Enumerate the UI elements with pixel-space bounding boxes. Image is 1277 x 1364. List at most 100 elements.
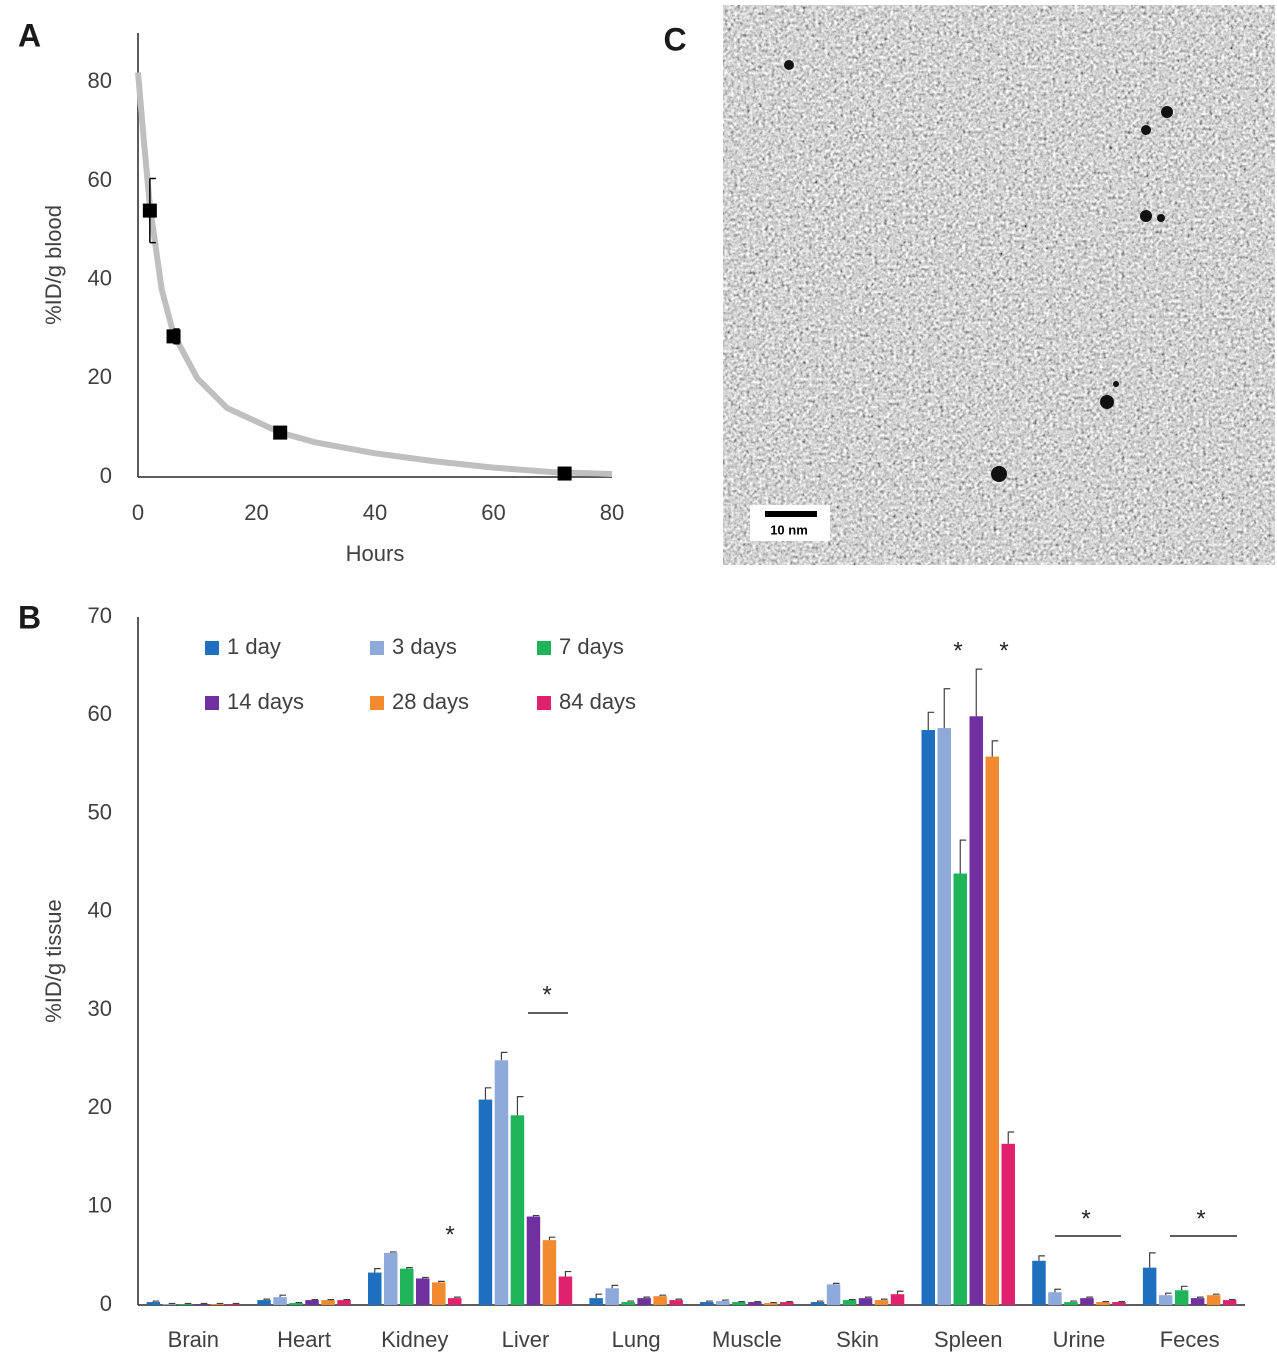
error-bar: [896, 1290, 904, 1295]
bar: [210, 1304, 225, 1305]
error-bar: [722, 1299, 729, 1302]
bar: [432, 1282, 446, 1305]
image-panel: 10 nm C: [663, 5, 1275, 565]
error-bar: [975, 668, 983, 717]
y-tick-label: 50: [88, 799, 112, 824]
y-tick-label: 10: [88, 1193, 112, 1218]
error-bar: [484, 1087, 492, 1100]
error-bar: [1197, 1296, 1204, 1299]
error-bar: [438, 1280, 445, 1283]
error-bar: [548, 1236, 556, 1241]
legend-label: 14 days: [227, 689, 304, 714]
error-bar: [959, 839, 967, 874]
error-bar: [595, 1293, 603, 1299]
error-bar: [1007, 1131, 1015, 1144]
error-bar: [706, 1300, 713, 1303]
error-bar: [943, 688, 951, 729]
error-bar: [627, 1300, 635, 1303]
x-tick-label: Brain: [168, 1327, 219, 1352]
y-tick-label: 60: [88, 167, 112, 192]
error-bar: [832, 1282, 840, 1285]
bar: [1001, 1143, 1015, 1305]
scale-bar: [765, 511, 817, 517]
bar: [162, 1304, 177, 1305]
panel-label: A: [18, 17, 41, 53]
bar: [194, 1304, 209, 1305]
bar: [448, 1298, 462, 1305]
y-tick-label: 0: [100, 463, 112, 488]
bar: [858, 1298, 873, 1305]
significance-mark: *: [1196, 1205, 1205, 1232]
legend-swatch: [205, 696, 219, 710]
bar: [810, 1302, 825, 1305]
bar: [305, 1300, 319, 1305]
bar: [1112, 1302, 1126, 1305]
y-tick-label: 80: [88, 68, 112, 93]
bar: [478, 1099, 493, 1305]
data-point: [273, 425, 288, 440]
bar: [921, 730, 935, 1305]
x-tick-label: 80: [600, 500, 624, 525]
legend-swatch: [537, 641, 551, 655]
fit-curve: [135, 72, 613, 478]
scale-bar-label: 10 nm: [770, 522, 808, 537]
significance-mark: *: [953, 637, 962, 664]
bar: [384, 1252, 398, 1305]
x-tick-label: Urine: [1053, 1327, 1106, 1352]
bar: [716, 1301, 730, 1305]
bar: [1174, 1290, 1189, 1305]
legend-swatch: [370, 641, 384, 655]
bar: [1032, 1260, 1046, 1305]
bar: [874, 1300, 889, 1305]
error-bar: [422, 1276, 429, 1279]
error-bar: [532, 1214, 540, 1217]
error-bar: [1070, 1300, 1077, 1303]
significance-mark: *: [1081, 1205, 1090, 1232]
legend-label: 3 days: [392, 634, 457, 659]
bar: [589, 1298, 603, 1305]
error-bar: [500, 1051, 508, 1061]
data-point: [142, 203, 157, 218]
bar: [542, 1240, 557, 1305]
bar: [526, 1216, 541, 1305]
bar: [1048, 1292, 1062, 1305]
error-bar: [675, 1298, 683, 1301]
legend-swatch: [205, 641, 219, 655]
bar: [1096, 1302, 1110, 1305]
legend-swatch: [537, 696, 551, 710]
bar: [985, 756, 999, 1305]
bar: [621, 1302, 635, 1305]
bar: [1206, 1295, 1221, 1305]
legend-label: 84 days: [559, 689, 636, 714]
bar: [1190, 1298, 1205, 1305]
significance-mark: *: [542, 981, 551, 1008]
bar: [700, 1302, 714, 1305]
error-bar: [279, 1294, 287, 1298]
y-tick-label: 70: [88, 603, 112, 628]
bar: [1064, 1302, 1078, 1305]
x-tick-label: Liver: [502, 1327, 550, 1352]
bar: [969, 716, 983, 1305]
bar: [1158, 1295, 1173, 1305]
bar: [416, 1278, 430, 1305]
error-bar: [927, 711, 935, 731]
bar: [146, 1302, 161, 1305]
error-bar: [659, 1294, 667, 1297]
legend-swatch: [370, 696, 384, 710]
y-tick-label: 20: [88, 364, 112, 389]
bar: [826, 1284, 841, 1305]
error-bar: [1165, 1292, 1172, 1296]
y-tick-label: 40: [88, 265, 112, 290]
x-tick-label: 60: [481, 500, 505, 525]
bar: [748, 1302, 762, 1305]
bar: [273, 1297, 287, 1305]
x-tick-label: Feces: [1160, 1327, 1220, 1352]
legend-label: 7 days: [559, 634, 624, 659]
bar: [1080, 1298, 1094, 1305]
panel-label: C: [663, 21, 686, 57]
error-bar: [263, 1298, 271, 1301]
y-tick-label: 20: [88, 1094, 112, 1119]
bar: [732, 1302, 746, 1305]
error-bar: [864, 1296, 872, 1299]
